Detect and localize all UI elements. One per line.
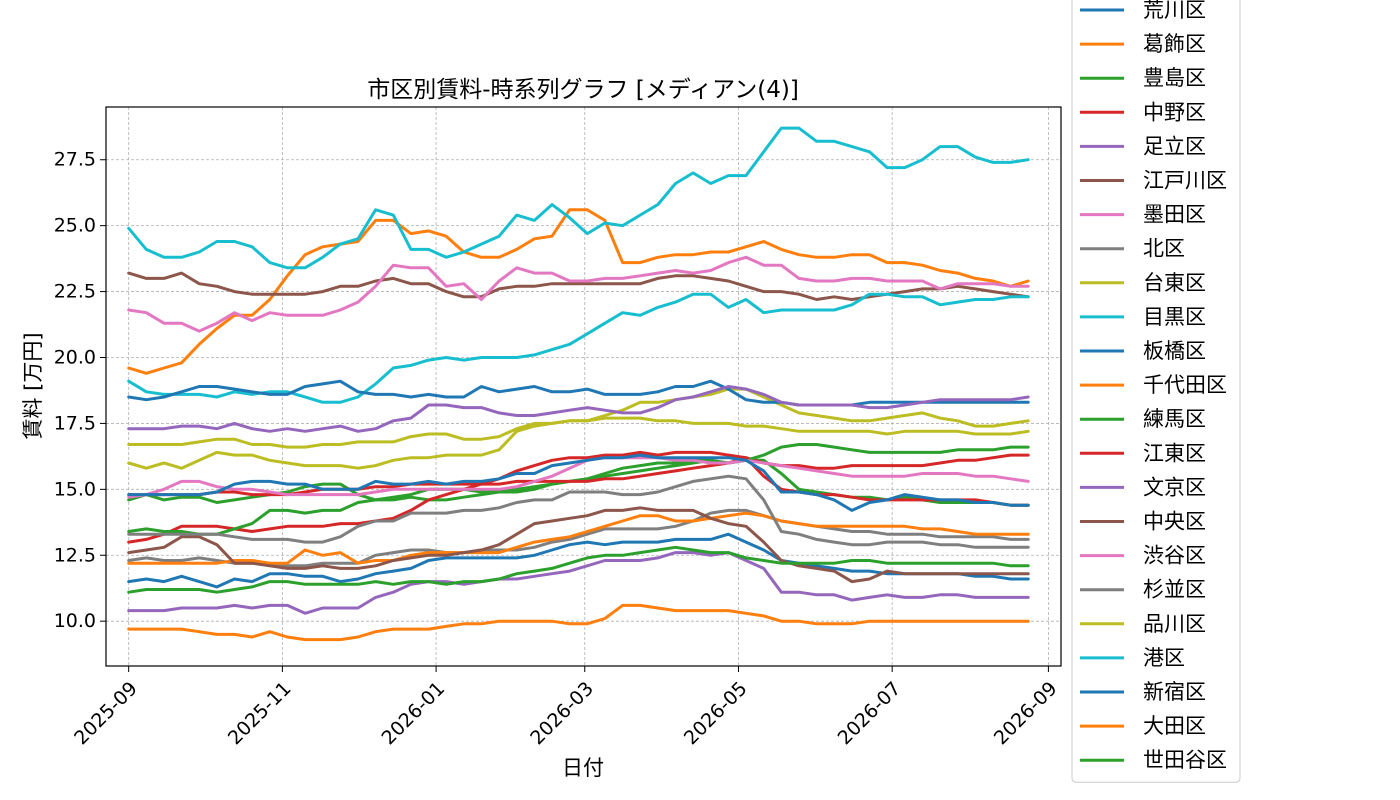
series-line-品川区	[127, 416, 1030, 449]
y-tick-label: 20.0	[54, 346, 96, 368]
legend-label: 港区	[1143, 646, 1185, 670]
legend-label: 品川区	[1143, 612, 1206, 636]
series-line-荒川区	[127, 532, 1030, 589]
legend-label: 杉並区	[1143, 578, 1206, 602]
legend-label: 墨田区	[1143, 203, 1206, 227]
x-tick-label: 2025-11	[224, 678, 296, 750]
y-tick-label: 25.0	[54, 215, 96, 237]
x-tick-label: 2026-07	[834, 678, 906, 750]
x-tick-label: 2026-09	[990, 678, 1062, 750]
legend-label: 北区	[1143, 237, 1185, 261]
x-axis: 2025-09 2025-11 2026-01 2026-03 2026-05 2026-…	[70, 666, 1062, 750]
legend-box	[1071, 0, 1241, 783]
legend-label: 江戸川区	[1143, 169, 1227, 193]
y-tick-label: 17.5	[54, 412, 96, 434]
series-line-葛飾区	[127, 208, 1030, 375]
y-tick-label: 15.0	[54, 478, 96, 500]
series-line-足立区	[127, 551, 1030, 615]
legend-label: 中野区	[1143, 100, 1206, 124]
series-line-目黒区	[127, 292, 1030, 404]
legend-label: 足立区	[1143, 134, 1206, 158]
legend-label: 千代田区	[1143, 373, 1227, 397]
series-line-中央区	[127, 506, 1030, 584]
y-axis: 10.0 12.5 15.0 17.5 20.0 22.5 25.0 27.5	[54, 149, 106, 632]
x-tick-label: 2025-09	[70, 678, 142, 750]
legend-label: 荒川区	[1143, 0, 1206, 22]
chart-title: 市区別賃料-時系列グラフ [メディアン(4)]	[367, 77, 799, 103]
series-line-板橋区	[127, 379, 1030, 407]
legend-label: 江東区	[1143, 441, 1206, 465]
series-line-渋谷区	[127, 456, 1030, 499]
legend-label: 新宿区	[1143, 680, 1206, 704]
x-tick-label: 2026-05	[680, 678, 752, 750]
y-tick-label: 12.5	[54, 544, 96, 566]
series-line-千代田区	[127, 511, 1030, 565]
series-line-世田谷区	[127, 545, 1030, 594]
legend-label: 豊島区	[1143, 66, 1206, 90]
x-axis-title: 日付	[562, 756, 604, 780]
y-tick-label: 10.0	[54, 610, 96, 632]
legend-label: 文京区	[1143, 475, 1206, 499]
legend-label: 葛飾区	[1143, 32, 1206, 56]
legend-label: 台東区	[1143, 271, 1206, 295]
x-tick-label: 2026-03	[526, 678, 598, 750]
y-tick-label: 22.5	[54, 281, 96, 303]
legend-label: 板橋区	[1143, 339, 1206, 363]
series-line-文京区	[127, 385, 1030, 433]
x-tick-label: 2026-01	[378, 678, 450, 750]
series-line-墨田区	[127, 255, 1030, 333]
series-line-新宿区	[127, 453, 1030, 512]
series-line-中野区	[127, 450, 1030, 544]
series-line-大田区	[127, 603, 1030, 642]
series-line-杉並区	[127, 474, 1030, 549]
series-lines	[127, 126, 1030, 642]
legend-label: 目黒区	[1143, 305, 1206, 329]
y-tick-label: 27.5	[54, 149, 96, 171]
plot-frame	[105, 106, 1062, 667]
legend-label: 練馬区	[1143, 407, 1206, 431]
legend-label: 大田区	[1143, 714, 1206, 738]
legend-label: 中央区	[1143, 510, 1206, 534]
series-line-港区	[127, 126, 1030, 270]
legend-label: 渋谷区	[1143, 544, 1206, 568]
legend-label: 世田谷区	[1143, 748, 1227, 772]
legend: 荒川区葛飾区豊島区中野区足立区江戸川区墨田区北区台東区目黒区板橋区千代田区練馬区…	[1071, 0, 1241, 783]
y-axis-title: 賃料 [万円]	[21, 332, 45, 439]
